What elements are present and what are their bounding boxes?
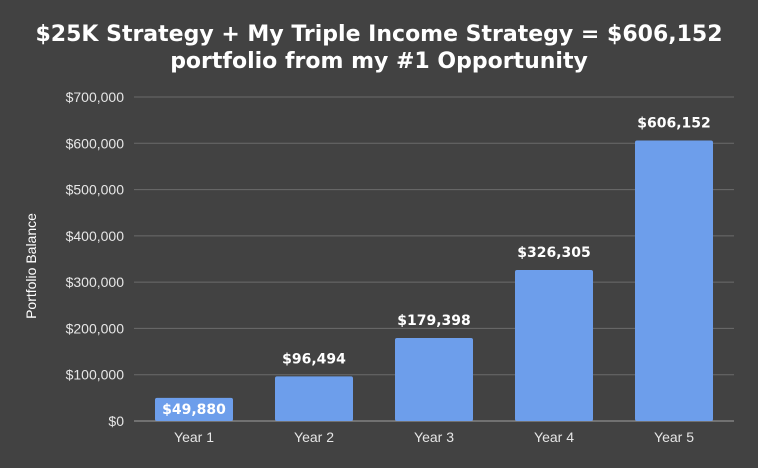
- y-tick-label: $0: [108, 413, 124, 429]
- y-tick-label: $100,000: [66, 367, 125, 383]
- y-tick-label: $200,000: [66, 320, 125, 336]
- bars: [155, 140, 713, 421]
- x-tick-label: Year 1: [174, 429, 214, 445]
- x-tick-label: Year 4: [534, 429, 574, 445]
- y-tick-label: $700,000: [66, 89, 125, 105]
- bar: [515, 269, 593, 421]
- y-axis-title: Portfolio Balance: [23, 213, 39, 319]
- data-label: $606,152: [637, 115, 711, 131]
- y-tick-label: $600,000: [66, 135, 125, 151]
- chart-title-line-2: portfolio from my #1 Opportunity: [170, 49, 588, 74]
- x-tick-label: Year 5: [654, 429, 694, 445]
- data-label: $179,398: [397, 313, 471, 329]
- bar: [275, 376, 353, 421]
- x-tick-label: Year 3: [414, 429, 454, 445]
- y-axis-ticks: $0 $100,000 $200,000 $300,000 $400,000 $500,0…: [66, 89, 125, 429]
- bar: [155, 397, 233, 421]
- y-tick-label: $400,000: [66, 228, 125, 244]
- y-tick-label: $300,000: [66, 274, 125, 290]
- bar: [635, 140, 713, 421]
- chart-title-line-1: $25K Strategy + My Triple Income Strateg…: [35, 22, 723, 47]
- data-label: $96,494: [282, 351, 346, 367]
- gridlines: [134, 96, 734, 422]
- data-label: $49,880: [162, 402, 226, 418]
- data-labels: $49,880 $96,494 $179,398 $326,305 $606,152: [162, 115, 711, 417]
- bar: [395, 337, 473, 421]
- x-tick-label: Year 2: [294, 429, 334, 445]
- data-label: $326,305: [517, 245, 591, 261]
- x-axis-ticks: Year 1 Year 2 Year 3 Year 4 Year 5: [174, 429, 694, 445]
- y-tick-label: $500,000: [66, 182, 125, 198]
